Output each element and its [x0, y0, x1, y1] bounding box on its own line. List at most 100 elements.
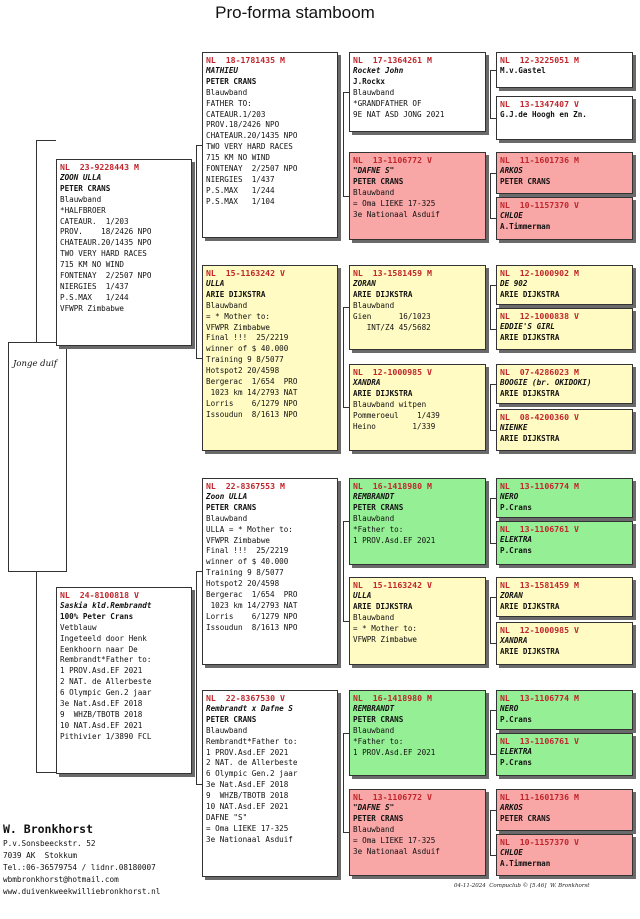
pigeon-name: NIENKE	[500, 422, 528, 432]
detail-line: Blauwband	[353, 513, 395, 523]
breeder-website: www.duivenkweekwilliebronkhorst.nl	[3, 887, 161, 896]
connector-greatgrandparent	[490, 173, 491, 218]
detail-line: 3e Nationaal Asduif	[353, 209, 440, 219]
detail-line: PROV.18/2426 NPO	[206, 120, 280, 130]
ring-number: NL 11-1601736 M	[500, 155, 579, 165]
pigeon-card-g4: NL 10-1157370 V CHLOE A.Timmerman	[496, 197, 633, 240]
connector-greatgrandparent	[490, 384, 491, 430]
detail-line: Hotspot2 20/4598	[206, 579, 280, 589]
pigeon-card-ggp6: NL 15-1163242 V ULLA ARIE DIJKSTRA Blauwban…	[349, 577, 486, 665]
detail-line: 9 WHZB/TBOTB 2018	[206, 791, 289, 801]
pigeon-name: Rembrandt x Dafne S	[206, 703, 293, 713]
connector-greatgrandparent	[490, 384, 496, 385]
connector-greatgrandparent	[490, 118, 496, 119]
pigeon-card-ggp5: NL 16-1418980 M REMBRANDT PETER CRANS Blauw…	[349, 478, 486, 565]
detail-line: 9 WHZB/TBOTB 2018	[60, 709, 143, 719]
connector-parent	[196, 571, 202, 572]
detail-line: Rembrandt*Father to:	[60, 655, 152, 665]
connector-greatgrandparent	[490, 810, 491, 855]
owner-name: M.v.Gastel	[500, 65, 546, 75]
detail-line: Blauwband	[60, 194, 102, 204]
connector-greatgrandparent	[490, 430, 496, 431]
detail-line: VFWPR Zimbabwe	[206, 535, 271, 545]
connector-parent	[196, 571, 197, 784]
ring-number: NL 13-1106774 M	[500, 693, 579, 703]
detail-line: Blauwband	[353, 300, 395, 310]
detail-line: CHATEAUR.20/1435 NPO	[60, 238, 152, 248]
ring-number: NL 13-1106772 V	[353, 792, 432, 802]
ring-number: NL 15-1163242 V	[206, 268, 285, 278]
owner-name: ARIE DIJKSTRA	[353, 289, 413, 299]
pigeon-card-g1: NL 12-3225051 M M.v.Gastel	[496, 52, 633, 88]
connector-greatgrandparent	[490, 285, 491, 329]
ring-number: NL 12-1000985 V	[353, 367, 432, 377]
detail-line: Lorris 6/1279 NPO	[206, 611, 298, 621]
detail-line: 715 KM NO WIND	[206, 153, 271, 163]
detail-line: VFWPR Zimbabwe	[60, 303, 125, 313]
subject-label: Jonge duif	[13, 359, 57, 369]
detail-line: 2 NAT. de Allerbeste	[206, 758, 298, 768]
owner-name: ARIE DIJKSTRA	[500, 332, 560, 342]
detail-line: 1023 km 14/2793 NAT	[206, 387, 298, 397]
ring-number: NL 13-1347407 V	[500, 99, 579, 109]
detail-line: NIERGIES 1/437	[60, 281, 129, 291]
breeder-address: P.v.Sonsbeeckstr. 52	[3, 839, 96, 848]
connector-greatgrandparent	[490, 643, 496, 644]
pigeon-card-ggp1: NL 17-1364261 M Rocket John J.Rockx Blauwba…	[349, 52, 486, 132]
breeder-city: 7039 AK Stokkum	[3, 851, 78, 860]
breeder-phone: Tel.:06-36579754 / lidnr.08180007	[3, 863, 156, 872]
ring-number: NL 13-1581459 M	[500, 580, 579, 590]
ring-number: NL 13-1581459 M	[353, 268, 432, 278]
detail-line: 2 NAT. de Allerbeste	[60, 677, 152, 687]
detail-line: 6 Olympic Gen.2 jaar	[206, 769, 298, 779]
detail-line: 3e Nat.Asd.EF 2018	[60, 699, 143, 709]
owner-name: ARIE DIJKSTRA	[206, 289, 266, 299]
pigeon-name: REMBRANDT	[353, 491, 395, 501]
pigeon-name: XANDRA	[353, 377, 381, 387]
page-title: Pro-forma stamboom	[215, 3, 375, 22]
pigeon-name: ELEKTRA	[500, 746, 533, 756]
detail-line: CATEAUR.1/203	[206, 109, 266, 119]
connector-greatgrandparent	[490, 173, 496, 174]
detail-line: *Father to:	[353, 736, 404, 746]
connector-subject	[36, 140, 37, 342]
pigeon-card-gp3: NL 22-8367553 M Zoon ULLA PETER CRANS Blauw…	[202, 478, 338, 665]
pigeon-card-gp1: NL 18-1781435 M MATHIEU PETER CRANS Blauwba…	[202, 52, 338, 238]
pigeon-card-g13: NL 13-1106774 M NERO P.Crans	[496, 690, 633, 730]
connector-grandparent	[343, 832, 349, 833]
detail-line: Blauwband	[206, 513, 248, 523]
pigeon-name: MATHIEU	[206, 65, 239, 75]
detail-line: Final !!! 25/2219	[206, 333, 289, 343]
detail-line: VFWPR Zimbabwe	[206, 322, 271, 332]
detail-line: CHATEAUR.20/1435 NPO	[206, 131, 298, 141]
pigeon-card-ggp8: NL 13-1106772 V "DAFNE S" PETER CRANS Blauw…	[349, 789, 486, 876]
pigeon-card-g9: NL 13-1106774 M NERO P.Crans	[496, 478, 633, 518]
detail-line: Ingeteeld door Henk	[60, 633, 147, 643]
pigeon-card-g16: NL 10-1157370 V CHLOE A.Timmerman	[496, 834, 633, 876]
ring-number: NL 24-8100818 V	[60, 590, 139, 600]
owner-name: PETER CRANS	[500, 176, 551, 186]
detail-line: Blauwband	[206, 87, 248, 97]
owner-name: PETER CRANS	[353, 714, 404, 724]
detail-line: FONTENAY 2/2507 NPO	[206, 164, 298, 174]
ring-number: NL 22-8367553 M	[206, 481, 285, 491]
connector-greatgrandparent	[490, 498, 491, 543]
pigeon-card-g11: NL 13-1581459 M ZORAN ARIE DIJKSTRA	[496, 577, 633, 617]
detail-line: P.S.MAX 1/104	[206, 196, 275, 206]
ring-number: NL 13-1106761 V	[500, 524, 579, 534]
detail-line: Blauwband	[206, 725, 248, 735]
detail-line: VFWPR Zimbabwe	[353, 634, 418, 644]
pigeon-name: Rocket John	[353, 65, 404, 75]
detail-line: Issoudun 8/1613 NPO	[206, 622, 298, 632]
connector-subject	[36, 772, 56, 773]
pigeon-name: DE 902	[500, 278, 528, 288]
pigeon-name: CHLOE	[500, 210, 523, 220]
connector-grandparent	[343, 92, 344, 196]
owner-name: PETER CRANS	[500, 813, 551, 823]
ring-number: NL 22-8367530 V	[206, 693, 285, 703]
connector-greatgrandparent	[490, 70, 496, 71]
pigeon-card-g3: NL 11-1601736 M ARKOS PETER CRANS	[496, 152, 633, 194]
detail-line: Vetblauw	[60, 622, 97, 632]
detail-line: 6 Olympic Gen.2 jaar	[60, 688, 152, 698]
pigeon-card-gp2: NL 15-1163242 V ULLA ARIE DIJKSTRA Blauwban…	[202, 265, 338, 451]
